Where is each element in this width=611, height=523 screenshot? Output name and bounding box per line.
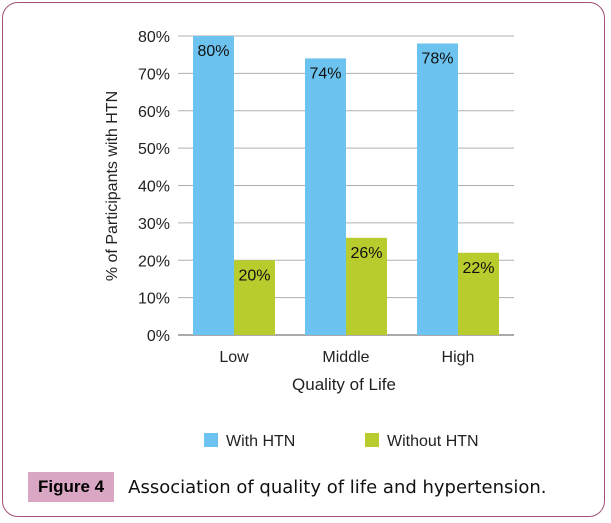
x-tick-label: High <box>442 349 475 366</box>
bar-without-htn-high <box>458 252 499 335</box>
caption-text: Association of quality of life and hyper… <box>128 476 547 498</box>
bar-without-htn-low <box>234 260 275 335</box>
legend-label: With HTN <box>226 433 295 450</box>
y-axis-label: % of Participants with HTN <box>104 91 121 281</box>
legend-label: Without HTN <box>387 433 479 450</box>
y-tick-label: 80% <box>138 29 170 46</box>
x-tick-label: Middle <box>322 349 369 366</box>
bar-data-label: 26% <box>350 245 382 262</box>
y-tick-label: 60% <box>138 104 170 121</box>
x-axis-label: Quality of Life <box>292 375 396 394</box>
y-tick-label: 50% <box>138 141 170 158</box>
bar-with-htn-middle <box>305 58 346 336</box>
figure-caption: Figure 4 Association of quality of life … <box>28 472 547 502</box>
y-tick-label: 0% <box>147 328 170 345</box>
bar-data-label: 78% <box>421 50 453 67</box>
y-tick-label: 30% <box>138 216 170 233</box>
y-tick-label: 10% <box>138 291 170 308</box>
bar-with-htn-high <box>417 43 458 335</box>
x-tick-label: Low <box>219 349 249 366</box>
y-tick-label: 40% <box>138 179 170 196</box>
figure-label: Figure 4 <box>28 472 115 502</box>
legend-swatch <box>365 433 379 447</box>
figure-frame <box>2 2 605 517</box>
bar-without-htn-middle <box>346 237 387 335</box>
bar-with-htn-low <box>193 36 234 335</box>
y-tick-label: 20% <box>138 253 170 270</box>
legend: With HTN Without HTN <box>204 433 479 450</box>
bar-data-label: 22% <box>462 260 494 277</box>
bar-data-label: 20% <box>238 267 270 284</box>
bar-data-label: 74% <box>309 65 341 82</box>
legend-swatch <box>204 433 218 447</box>
bar-chart: 0% 10% 20% 30% 40% 50% 60% 70% 80% 80% 20% 74% 26% 7… <box>104 29 514 450</box>
bar-data-label: 80% <box>197 43 229 60</box>
y-tick-label: 70% <box>138 66 170 83</box>
